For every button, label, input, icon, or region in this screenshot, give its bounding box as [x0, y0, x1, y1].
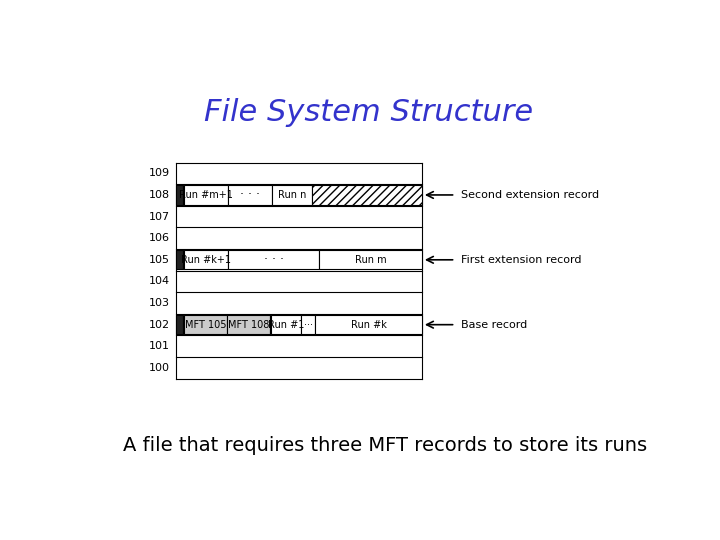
- Text: A file that requires three MFT records to store its runs: A file that requires three MFT records t…: [124, 436, 647, 455]
- Text: Run #1: Run #1: [268, 320, 304, 330]
- Text: 101: 101: [149, 341, 170, 352]
- Text: · · ·: · · ·: [264, 253, 284, 266]
- Text: 104: 104: [148, 276, 170, 286]
- Text: 107: 107: [148, 212, 170, 221]
- Bar: [228, 185, 272, 205]
- Bar: [270, 315, 271, 334]
- Bar: [184, 185, 228, 205]
- Bar: [301, 315, 315, 334]
- Text: ···: ···: [304, 320, 312, 330]
- Bar: [319, 250, 422, 269]
- Text: File System Structure: File System Structure: [204, 98, 534, 127]
- Bar: [312, 185, 422, 205]
- Text: 103: 103: [149, 298, 170, 308]
- Bar: [271, 315, 301, 334]
- Text: 108: 108: [148, 190, 170, 200]
- Text: Run m: Run m: [355, 255, 387, 265]
- Text: Second extension record: Second extension record: [461, 190, 599, 200]
- Bar: [228, 250, 319, 269]
- Text: 100: 100: [149, 363, 170, 373]
- Bar: [184, 250, 228, 269]
- Text: MFT 108: MFT 108: [228, 320, 269, 330]
- Bar: [227, 315, 270, 334]
- Bar: [176, 250, 184, 269]
- Text: Base record: Base record: [461, 320, 527, 330]
- Bar: [176, 315, 184, 334]
- Text: Run #m+1: Run #m+1: [179, 190, 233, 200]
- Bar: [312, 185, 422, 205]
- Text: Run n: Run n: [278, 190, 306, 200]
- Bar: [272, 185, 312, 205]
- Text: · · ·: · · ·: [240, 188, 261, 201]
- Text: 109: 109: [148, 168, 170, 178]
- Text: 102: 102: [148, 320, 170, 330]
- Text: 105: 105: [149, 255, 170, 265]
- Text: MFT 105: MFT 105: [185, 320, 226, 330]
- Bar: [315, 315, 422, 334]
- Text: 106: 106: [149, 233, 170, 243]
- Text: First extension record: First extension record: [461, 255, 582, 265]
- Text: Run #k+1: Run #k+1: [181, 255, 231, 265]
- Text: Run #k: Run #k: [351, 320, 387, 330]
- Bar: [176, 185, 184, 205]
- Bar: [184, 315, 227, 334]
